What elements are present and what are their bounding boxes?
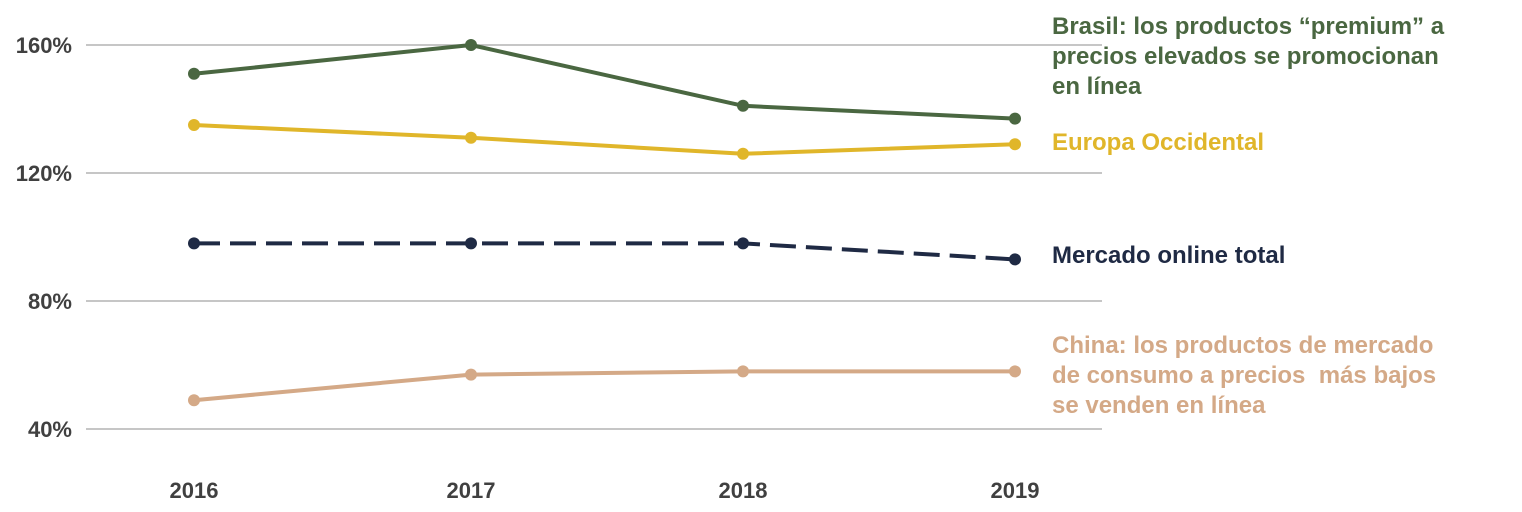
series-labels: Brasil: los productos “premium” a precios… [1052, 13, 1445, 419]
data-point [737, 99, 749, 112]
y-tick-label: 120% [16, 161, 72, 186]
data-point [465, 237, 477, 250]
y-tick-label: 160% [16, 33, 72, 58]
series-label: en línea [1052, 73, 1142, 100]
x-tick-label: 2018 [719, 478, 768, 503]
grid-lines [86, 44, 1102, 430]
y-tick-label: 80% [28, 289, 72, 314]
y-tick-label: 40% [28, 417, 72, 442]
data-point [188, 394, 200, 407]
data-point [1009, 253, 1021, 266]
series-label: China: los productos de mercado [1052, 332, 1433, 359]
data-point [737, 237, 749, 250]
x-axis: 2016 2017 2018 2019 [170, 478, 1040, 503]
data-point [465, 131, 477, 144]
data-point [737, 147, 749, 160]
x-tick-label: 2019 [991, 478, 1040, 503]
data-point [1009, 365, 1021, 378]
series-line [193, 123, 1016, 156]
series-group [188, 39, 1021, 407]
series-line [194, 241, 1016, 262]
x-tick-label: 2017 [447, 478, 496, 503]
series-label: se venden en línea [1052, 392, 1266, 419]
y-axis: 40% 80% 120% 160% [16, 33, 72, 442]
x-tick-label: 2016 [170, 478, 219, 503]
data-point [188, 237, 200, 250]
data-point [737, 365, 749, 378]
series-label: Mercado online total [1052, 242, 1285, 269]
series-line [193, 369, 1015, 403]
data-point [465, 39, 477, 51]
data-point [465, 368, 477, 381]
series-label: Brasil: los productos “premium” a [1052, 13, 1445, 40]
series-label: Europa Occidental [1052, 129, 1264, 156]
series-line [193, 43, 1016, 121]
series-label: precios elevados se promocionan [1052, 43, 1439, 70]
data-point [1009, 112, 1021, 125]
data-point [1009, 138, 1021, 151]
series-label: de consumo a precios más bajos [1052, 362, 1436, 389]
data-point [188, 67, 200, 80]
data-point [188, 119, 200, 131]
